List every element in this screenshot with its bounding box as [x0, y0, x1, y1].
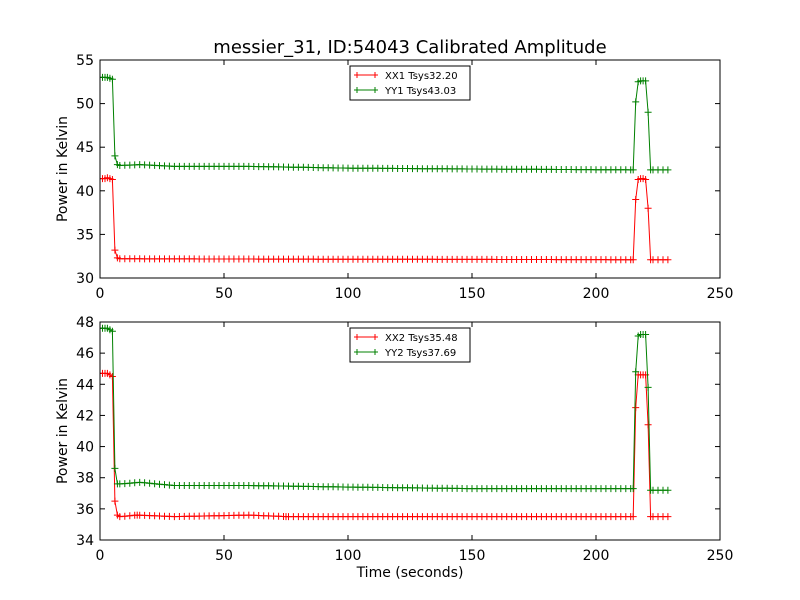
legend-entry-label: XX1 Tsys32.20 — [385, 71, 458, 82]
x-tick-label: 250 — [707, 548, 734, 564]
y-tick-label: 34 — [76, 533, 94, 549]
y-tick-label: 38 — [76, 471, 94, 487]
x-axis-label: Time (seconds) — [356, 565, 464, 581]
data-point-0-0-113 — [632, 196, 640, 203]
x-tick-label: 200 — [583, 548, 610, 564]
y-tick-label: 40 — [76, 440, 94, 456]
y-tick-label: 44 — [76, 377, 94, 393]
x-tick-label: 50 — [215, 548, 233, 564]
legend-entry-label: XX2 Tsys35.48 — [385, 333, 458, 344]
data-point-1-1-112 — [629, 485, 637, 493]
series-line-1-0 — [100, 372, 668, 518]
data-point-1-1-6 — [111, 464, 119, 472]
data-point-0-1-118 — [644, 108, 652, 116]
y-tick-label: 40 — [76, 184, 94, 200]
data-point-1-1-5 — [108, 327, 116, 335]
x-tick-label: 200 — [583, 286, 610, 302]
top-panel: 0 50 100 150 200 250 30 35 40 45 50 55 Power in Kelv… — [55, 53, 733, 302]
y-tick-label: 55 — [76, 53, 94, 69]
y-tick-label: 36 — [76, 502, 94, 518]
data-point-1-0-6 — [111, 497, 119, 505]
axes-frame — [99, 59, 721, 279]
legend-entry-label: YY1 Tsys43.03 — [384, 86, 456, 97]
data-point-1-1-117 — [642, 331, 650, 338]
data-point-1-0-5 — [108, 373, 116, 380]
y-axis-label: Power in Kelvin — [55, 378, 71, 484]
data-point-1-1-123 — [664, 486, 672, 494]
data-point-0-1-113 — [632, 98, 640, 106]
bottom-panel: 0 50 100 150 200 250 34 36 38 40 42 44 46 48 Power in … — [55, 315, 733, 581]
y-tick-label: 42 — [76, 408, 94, 424]
y-tick-label: 50 — [76, 97, 94, 113]
data-point-0-1-117 — [642, 77, 650, 85]
x-tick-label: 50 — [215, 286, 233, 302]
x-tick-label: 100 — [335, 548, 362, 564]
data-point-0-0-117 — [642, 176, 650, 183]
y-tick-label: 45 — [76, 140, 94, 156]
data-point-1-0-114 — [629, 513, 637, 521]
data-point-1-1-118 — [644, 383, 652, 391]
legend: XX2 Tsys35.48 YY2 Tsys37.69 — [349, 327, 471, 363]
data-point-0-1-5 — [108, 75, 116, 83]
y-tick-label: 35 — [76, 227, 94, 243]
data-point-1-0-125 — [664, 513, 672, 521]
y-tick-label: 48 — [76, 315, 94, 331]
legend-entry-label: YY2 Tsys37.69 — [384, 348, 456, 359]
x-tick-label: 150 — [459, 548, 486, 564]
data-point-0-1-112 — [629, 166, 637, 174]
data-point-0-0-118 — [644, 204, 652, 212]
y-tick-label: 30 — [76, 271, 94, 287]
data-point-1-0-120 — [644, 421, 652, 429]
data-point-0-0-123 — [664, 256, 672, 264]
data-point-0-1-6 — [111, 152, 119, 160]
data-point-0-0-6 — [111, 246, 119, 254]
legend: XX1 Tsys32.20 YY1 Tsys43.03 — [349, 65, 471, 101]
x-tick-label: 250 — [707, 286, 734, 302]
chart-title: messier_31, ID:54043 Calibrated Amplitud… — [213, 37, 606, 58]
data-point-1-1-113 — [632, 368, 640, 376]
data-point-0-0-112 — [629, 256, 637, 264]
x-tick-label: 0 — [96, 548, 105, 564]
series-line-0-0 — [100, 177, 668, 261]
x-tick-label: 150 — [459, 286, 486, 302]
x-tick-label: 100 — [335, 286, 362, 302]
data-point-0-0-5 — [108, 176, 116, 183]
y-axis-label: Power in Kelvin — [55, 116, 71, 222]
data-point-0-1-123 — [664, 166, 672, 174]
x-tick-label: 0 — [96, 286, 105, 302]
y-tick-label: 46 — [76, 346, 94, 362]
data-point-1-0-115 — [632, 404, 640, 412]
axes-frame — [99, 321, 721, 541]
